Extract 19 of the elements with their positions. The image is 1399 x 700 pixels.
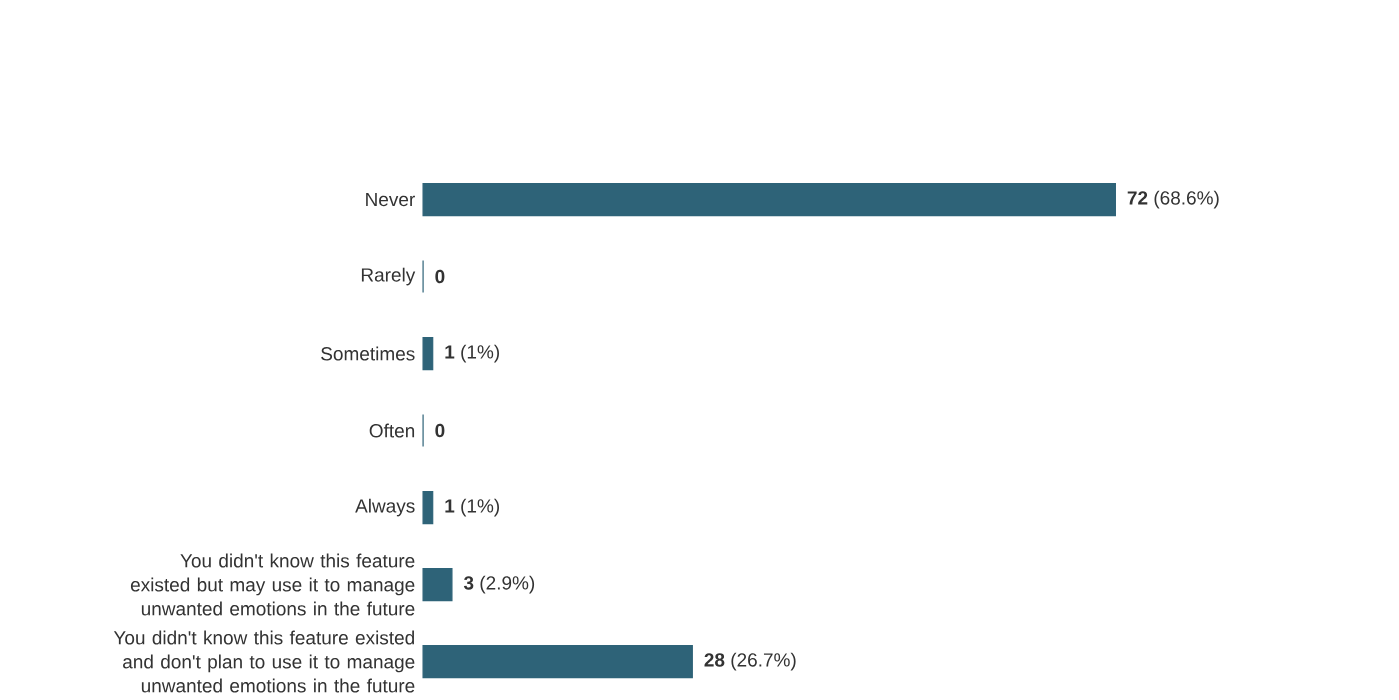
data-label: 0 [435,269,445,284]
y-tick-label: Rarely [361,267,416,286]
bar [422,182,1116,217]
data-label: 72 (68.6%) [1127,190,1219,209]
y-tick-label: Never [366,192,415,207]
data-label: 1 (1%) [445,498,499,517]
data-label: 0 [435,423,445,438]
y-tick-label: Always [355,498,415,517]
data-label: 1 (1%) [445,344,499,363]
data-label: 28 (26.7%) [704,652,796,671]
y-tick-label: Sometimes [321,346,415,361]
y-tick-label: You didn't know this feature existed but may use it to manage unwanted emotions in the future [130,553,415,616]
bar [422,490,434,525]
bar [422,644,693,679]
y-tick-label: You didn't know this feature existed and don't plan to use it to manage unwanted emotions in the future [113,630,415,693]
bar [422,336,434,371]
data-label: 3 (2.9%) [463,575,535,594]
bar [422,567,453,602]
y-tick-label: Often [369,423,415,438]
